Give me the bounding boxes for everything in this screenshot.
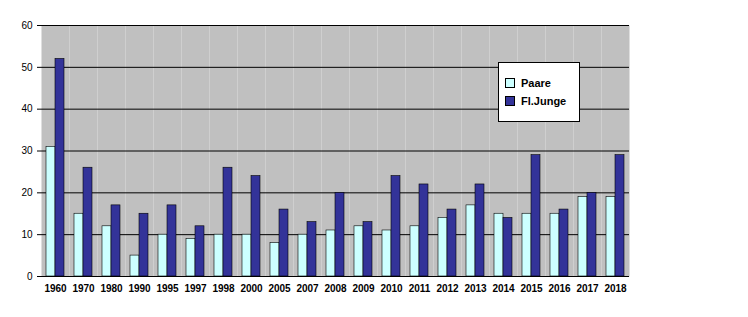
svg-text:40: 40	[21, 103, 33, 114]
svg-text:2000: 2000	[240, 283, 263, 294]
svg-text:2009: 2009	[352, 283, 375, 294]
html-text:Paare: Paare	[521, 77, 551, 89]
svg-text:2014: 2014	[492, 283, 515, 294]
svg-text:0: 0	[27, 271, 33, 282]
svg-text:2010: 2010	[380, 283, 403, 294]
svg-text:30: 30	[21, 145, 33, 156]
svg-text:1970: 1970	[72, 283, 95, 294]
svg-text:60: 60	[21, 20, 33, 31]
svg-text:10: 10	[21, 229, 33, 240]
svg-text:1997: 1997	[184, 283, 207, 294]
svg-text:1998: 1998	[212, 283, 235, 294]
svg-text:2017: 2017	[576, 283, 599, 294]
svg-text:50: 50	[21, 62, 33, 73]
svg-text:1960: 1960	[44, 283, 67, 294]
svg-text:20: 20	[21, 187, 33, 198]
svg-text:2015: 2015	[520, 283, 543, 294]
svg-text:2013: 2013	[464, 283, 487, 294]
svg-text:1980: 1980	[100, 283, 123, 294]
html-text:Fl.Junge: Fl.Junge	[521, 95, 567, 107]
svg-text:2012: 2012	[436, 283, 459, 294]
svg-text:2005: 2005	[268, 283, 291, 294]
svg-text:2011: 2011	[409, 283, 431, 294]
svg-text:2007: 2007	[296, 283, 319, 294]
svg-text:2018: 2018	[604, 283, 627, 294]
svg-text:1990: 1990	[128, 283, 151, 294]
svg-text:2016: 2016	[548, 283, 571, 294]
svg-text:1995: 1995	[156, 283, 179, 294]
svg-text:2008: 2008	[324, 283, 347, 294]
